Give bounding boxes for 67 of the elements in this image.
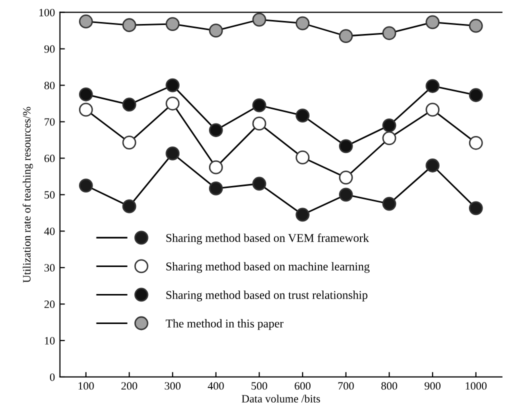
x-tick-label: 400 xyxy=(208,382,224,390)
y-tick-label: 0 xyxy=(50,373,55,381)
point xyxy=(426,158,440,172)
y-tick-label: 100 xyxy=(39,8,55,16)
y-tick-label: 20 xyxy=(44,300,55,308)
point xyxy=(122,136,136,150)
y-tick-label: 40 xyxy=(44,228,55,236)
point xyxy=(382,131,396,146)
y-tick-label: 70 xyxy=(44,118,55,126)
legend-label: Sharing method based on trust relationship xyxy=(166,290,368,302)
point xyxy=(468,18,483,33)
x-tick-label: 300 xyxy=(164,382,181,390)
y-tick-label: 30 xyxy=(44,264,55,272)
x-tick-label: 100 xyxy=(78,382,94,390)
point xyxy=(382,196,396,211)
point xyxy=(78,102,93,117)
x-axis-title: Data volume /bits xyxy=(242,394,320,403)
y-tick-label: 90 xyxy=(44,45,55,53)
point xyxy=(382,26,396,40)
point xyxy=(252,12,266,27)
y-tick-label: 50 xyxy=(44,191,55,199)
point xyxy=(122,199,136,214)
point xyxy=(78,178,93,192)
point xyxy=(338,188,353,202)
point xyxy=(166,78,180,92)
x-tick-label: 800 xyxy=(381,382,398,390)
point xyxy=(338,139,353,154)
x-tick-label: 700 xyxy=(338,382,354,390)
point xyxy=(208,160,223,174)
point xyxy=(166,146,180,160)
legend-label: Sharing method based on machine learning xyxy=(166,262,370,273)
point xyxy=(468,201,483,216)
point xyxy=(338,170,353,184)
point xyxy=(208,24,223,38)
legend-label: Sharing method based on VEM framework xyxy=(166,234,369,244)
point xyxy=(296,16,310,30)
point xyxy=(122,98,136,112)
x-tick-label: 600 xyxy=(294,382,310,390)
point xyxy=(166,96,180,110)
point xyxy=(338,29,353,44)
x-tick-label: 200 xyxy=(121,382,138,390)
point xyxy=(468,88,483,102)
point xyxy=(208,182,223,196)
point xyxy=(78,14,93,28)
point xyxy=(426,15,440,30)
point xyxy=(296,150,310,164)
legend-label: The method in this paper xyxy=(166,319,284,330)
point xyxy=(252,116,266,131)
point xyxy=(252,176,266,191)
point xyxy=(468,136,483,150)
point xyxy=(166,17,180,31)
x-tick-label: 900 xyxy=(424,382,440,390)
point xyxy=(78,87,93,102)
y-tick-label: 10 xyxy=(44,336,55,344)
y-tick-label: 80 xyxy=(44,82,55,90)
point xyxy=(296,108,310,122)
point xyxy=(122,18,136,32)
x-tick-label: 500 xyxy=(252,382,268,390)
x-tick-label: 1000 xyxy=(466,382,487,390)
y-axis-title: Utilization rate of teaching resources/% xyxy=(22,106,33,283)
y-tick-label: 60 xyxy=(44,154,55,162)
point xyxy=(252,98,266,112)
point xyxy=(426,102,440,117)
point xyxy=(382,118,396,132)
point xyxy=(208,123,223,138)
point xyxy=(426,79,440,93)
point xyxy=(296,208,310,222)
